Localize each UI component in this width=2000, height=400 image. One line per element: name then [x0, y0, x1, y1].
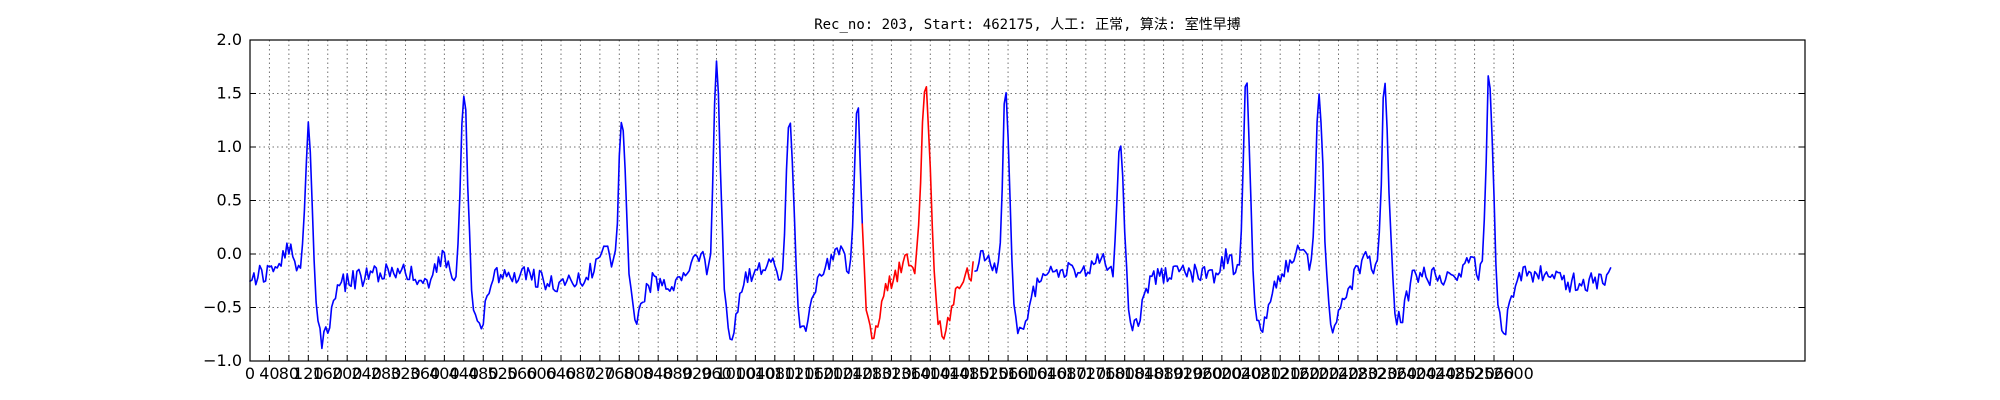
- x-tick-label: 1560: [988, 364, 1029, 383]
- x-tick-label: 2360: [1376, 364, 1417, 383]
- ecg-trace-normal: [974, 75, 1612, 336]
- x-tick-label: 1320: [871, 364, 912, 383]
- x-tick-label: 2080: [1240, 364, 1281, 383]
- x-tick-label: 400: [429, 364, 460, 383]
- x-tick-label: 2560: [1474, 364, 1515, 383]
- x-tick-label: 600: [526, 364, 557, 383]
- x-tick-label: 2440: [1415, 364, 1456, 383]
- x-tick-label: 880: [662, 364, 693, 383]
- x-tick-label: 640: [546, 364, 577, 383]
- ecg-trace-highlighted: [861, 86, 974, 340]
- chart-title: Rec_no: 203, Start: 462175, 人工: 正常, 算法: …: [814, 16, 1241, 33]
- x-tick-label: 1920: [1163, 364, 1204, 383]
- x-tick-label: 2600: [1493, 364, 1534, 383]
- x-tick-label: 800: [623, 364, 654, 383]
- x-tick-label: 520: [487, 364, 518, 383]
- x-tick-label: 1480: [949, 364, 990, 383]
- x-tick-label: 1080: [754, 364, 795, 383]
- x-tick-label: 440: [449, 364, 480, 383]
- x-tick-label: 1000: [716, 364, 757, 383]
- x-tick-label: 2160: [1279, 364, 1320, 383]
- x-tick-label: 1120: [774, 364, 815, 383]
- x-tick-label: 1040: [735, 364, 776, 383]
- x-tick-label: 1160: [793, 364, 834, 383]
- x-tick-label: 200: [332, 364, 363, 383]
- x-tick-label: 760: [604, 364, 635, 383]
- x-tick-label: 240: [351, 364, 382, 383]
- x-tick-label: 2320: [1357, 364, 1398, 383]
- x-tick-label: 1640: [1027, 364, 1068, 383]
- x-tick-label: 280: [371, 364, 402, 383]
- x-tick-label: 1680: [1046, 364, 1087, 383]
- x-tick-label: 160: [312, 364, 343, 383]
- x-tick-label: 480: [468, 364, 499, 383]
- x-tick-label: 2040: [1221, 364, 1262, 383]
- y-tick-label: 0.5: [217, 191, 242, 210]
- x-tick-label: 1440: [929, 364, 970, 383]
- y-axis-ticks: −1.0 −0.5 0.0 0.5 1.0 1.5 2.0: [203, 30, 1805, 370]
- x-tick-label: 560: [507, 364, 538, 383]
- y-tick-label: −0.5: [203, 298, 242, 317]
- y-tick-label: −1.0: [203, 351, 242, 370]
- x-tick-label: 1360: [891, 364, 932, 383]
- x-tick-label: 2520: [1454, 364, 1495, 383]
- x-tick-label: 720: [585, 364, 616, 383]
- y-tick-label: 1.0: [217, 137, 242, 156]
- x-tick-label: 680: [565, 364, 596, 383]
- grid: [249, 39, 1805, 362]
- x-tick-label: 920: [682, 364, 713, 383]
- x-tick-label: 2400: [1396, 364, 1437, 383]
- x-tick-label: 0: [245, 364, 255, 383]
- x-tick-label: 360: [410, 364, 441, 383]
- x-tick-label: 120: [293, 364, 324, 383]
- x-tick-label: 1520: [968, 364, 1009, 383]
- x-tick-label: 1200: [813, 364, 854, 383]
- y-tick-label: 0.0: [217, 244, 242, 263]
- x-tick-label: 1400: [910, 364, 951, 383]
- x-tick-label: 1720: [1065, 364, 1106, 383]
- x-tick-label: 1840: [1124, 364, 1165, 383]
- x-tick-label: 840: [643, 364, 674, 383]
- x-tick-label: 2240: [1318, 364, 1359, 383]
- x-axis-ticks: 0 40 8012016020024028032036040044048052056…: [245, 355, 1534, 383]
- x-tick-label: 1240: [832, 364, 873, 383]
- series-layer: [249, 60, 1612, 350]
- x-tick-label: 2280: [1338, 364, 1379, 383]
- x-tick-label: 960: [701, 364, 732, 383]
- x-tick-label: 2120: [1260, 364, 1301, 383]
- y-tick-label: 1.5: [217, 84, 242, 103]
- ecg-trace-normal: [249, 60, 864, 350]
- y-tick-label: 2.0: [217, 30, 242, 49]
- x-tick-label: 1960: [1182, 364, 1223, 383]
- x-tick-label: 2000: [1202, 364, 1243, 383]
- x-tick-label: 1760: [1085, 364, 1126, 383]
- x-tick-label: 320: [390, 364, 421, 383]
- x-tick-label: 1600: [1007, 364, 1048, 383]
- x-tick-label: 2200: [1299, 364, 1340, 383]
- x-tick-label: 1280: [852, 364, 893, 383]
- x-tick-label: 80: [279, 364, 299, 383]
- x-tick-label: 40: [259, 364, 279, 383]
- plot-frame: [249, 39, 1806, 362]
- x-tick-label: 2480: [1435, 364, 1476, 383]
- x-tick-label: 1880: [1143, 364, 1184, 383]
- x-tick-label: 1800: [1104, 364, 1145, 383]
